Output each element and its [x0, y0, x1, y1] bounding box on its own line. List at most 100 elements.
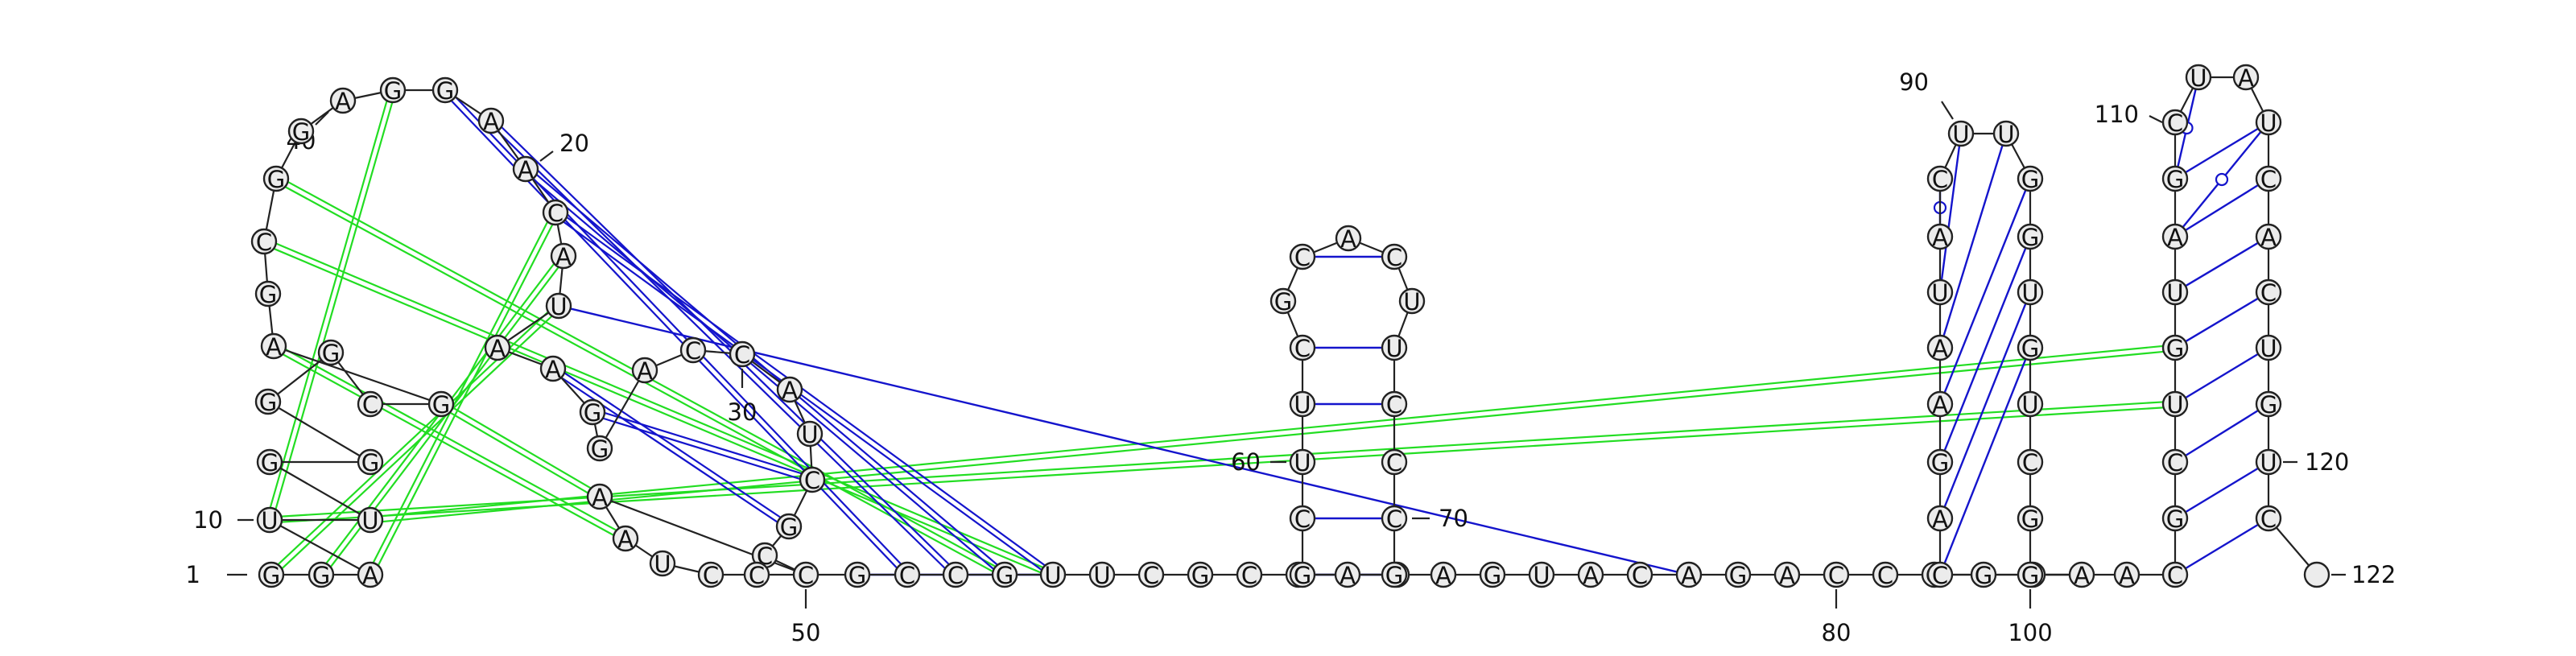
pseudoknot-pair: [269, 101, 388, 508]
nucleotide-circle: [1926, 448, 1954, 476]
nucleotide-circle: [1334, 561, 1361, 588]
nucleotide-letter: U: [1403, 288, 1420, 316]
nucleotide-letter: G: [780, 514, 798, 541]
nucleotide-circle: [631, 357, 658, 384]
nucleotide-circle: [612, 525, 639, 552]
nucleotide-circle: [1088, 561, 1116, 588]
nucleotide-circle: [649, 550, 676, 577]
nucleotide-circle: [2161, 278, 2189, 306]
nucleotide-circle: [2161, 223, 2189, 250]
nucleotide-letter: G: [322, 340, 340, 367]
nucleotide-letter: C: [256, 229, 272, 256]
position-number: 60: [1231, 448, 1261, 476]
nucleotide-circle: [697, 561, 724, 588]
pseudoknot-pair: [382, 345, 2163, 518]
nucleotide-letter: U: [1533, 562, 1550, 589]
backbone-segment: [273, 345, 442, 406]
nucleotide-letter: A: [518, 156, 534, 184]
nucleotide-letter: U: [2260, 109, 2277, 137]
nucleotide-circle: [942, 561, 969, 588]
nucleotide-letter: G: [591, 435, 609, 463]
nucleotide-circle: [1137, 561, 1165, 588]
nucleotide-circle: [1926, 334, 1954, 361]
nucleotide-circle: [1823, 561, 1850, 588]
base-pair-gc: [532, 178, 995, 570]
nucleotide-letter: A: [362, 562, 378, 589]
nucleotide-letter: G: [2166, 335, 2184, 362]
nucleotide-circle: [1289, 561, 1316, 588]
nucleotide-letter: G: [2166, 166, 2184, 193]
base-pair-au: [2185, 353, 2259, 399]
nucleotide-circle: [2017, 165, 2044, 192]
pseudoknot-pair: [281, 316, 553, 570]
number-tick: [539, 151, 554, 162]
nucleotide-letter: G: [292, 118, 310, 146]
nucleotide-letter: C: [1294, 244, 1311, 271]
nucleotide-letter: U: [1997, 121, 2014, 148]
number-tick: [2149, 115, 2163, 123]
nucleotide-letter: C: [1932, 562, 1948, 589]
nucleotide-letter: U: [2021, 391, 2038, 419]
nucleotide-circle: [1236, 561, 1263, 588]
nucleotide-letter: U: [1044, 562, 1061, 589]
base-pair-gc: [563, 221, 1042, 571]
nucleotide-circle: [2255, 390, 2282, 418]
nucleotide-circle: [586, 483, 613, 510]
nucleotide-letter: A: [592, 484, 608, 511]
nucleotide-letter: C: [2167, 562, 2183, 589]
nucleotide-circle: [308, 561, 335, 588]
nucleotide-letter: G: [261, 449, 279, 477]
nucleotide-letter: U: [1294, 391, 1311, 419]
base-pair-au: [2185, 184, 2259, 232]
nucleotide-letter: C: [2260, 505, 2277, 533]
nucleotide-circle: [799, 466, 826, 493]
nucleotide-circle: [679, 336, 707, 364]
pseudoknot-pair: [449, 411, 588, 494]
nucleotide-letter: U: [2021, 279, 2038, 307]
nucleotide-circle: [991, 561, 1018, 588]
nucleotide-circle: [1926, 505, 1954, 532]
nucleotide-letter: G: [2166, 505, 2184, 533]
nucleotide-letter: U: [261, 507, 278, 534]
nucleotide-circle: [1289, 243, 1316, 270]
nucleotide-letter: A: [1583, 562, 1599, 589]
nucleotide-circle: [512, 155, 539, 183]
nucleotide-letter: U: [361, 507, 378, 534]
nucleotide-circle: [1626, 561, 1653, 588]
nucleotide-circle: [743, 561, 770, 588]
position-number: 110: [2095, 101, 2139, 128]
base-pair-gc: [566, 217, 1046, 567]
base-pair-gc: [605, 412, 803, 475]
nucleotide-letter: U: [2260, 335, 2277, 362]
nucleotide-circle: [254, 388, 282, 415]
nucleotide-circle: [586, 435, 613, 462]
nucleotide-letter: C: [1386, 391, 1402, 419]
position-number: 30: [728, 398, 758, 426]
nucleotide-circle: [1926, 223, 1954, 250]
nucleotide-letter: A: [1932, 391, 1948, 419]
nucleotide-circle: [2017, 223, 2044, 250]
nucleotide-circle: [776, 376, 803, 403]
nucleotide-circle: [256, 448, 283, 476]
nucleotide-letter: C: [899, 562, 915, 589]
nucleotide-circle: [1381, 390, 1408, 418]
nucleotide-circle: [1926, 278, 1954, 306]
nucleotide-letter: U: [801, 421, 818, 448]
nucleotide-letter: A: [1681, 562, 1697, 589]
position-number: 120: [2305, 448, 2349, 476]
nucleotide-circle: [2113, 561, 2140, 588]
nucleotide-circle: [1947, 120, 1975, 147]
nucleotide-letter: C: [1294, 505, 1311, 533]
pseudoknot-pair: [382, 350, 2164, 523]
nucleotide-circle: [1289, 448, 1316, 476]
nucleotide-letter: A: [489, 335, 506, 362]
nucleotide-circle: [1970, 561, 1997, 588]
position-number: 100: [2008, 619, 2052, 646]
nucleotide-letter: C: [798, 562, 814, 589]
nucleotide-letter: U: [1294, 449, 1311, 477]
position-number: 10: [193, 506, 223, 534]
nucleotide-letter: A: [335, 88, 351, 115]
nucleotide-circle: [1430, 561, 1457, 588]
nucleotide-circle: [775, 513, 803, 540]
nucleotide-circle: [1187, 561, 1214, 588]
